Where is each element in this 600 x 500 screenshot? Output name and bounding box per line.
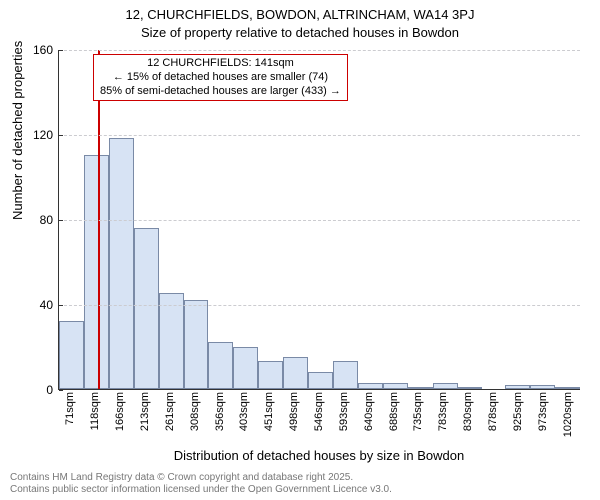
histogram-bar (505, 385, 530, 389)
x-labels: 71sqm 118sqm 166sqm 213sqm 261sqm 308sqm 356sq… (58, 392, 580, 452)
x-tick-label: 925sqm (512, 392, 524, 431)
histogram-bar (84, 155, 109, 389)
page-subtitle: Size of property relative to detached ho… (0, 24, 600, 42)
histogram-bar (233, 347, 258, 390)
x-tick-label: 973sqm (537, 392, 549, 431)
x-axis-label: Distribution of detached houses by size … (58, 448, 580, 463)
y-tick: 40 (40, 298, 59, 312)
page-address: 12, CHURCHFIELDS, BOWDON, ALTRINCHAM, WA… (0, 6, 600, 24)
annotation-line-3: 85% of semi-detached houses are larger (… (100, 85, 341, 99)
x-tick-label: 166sqm (114, 392, 126, 431)
histogram-bar (134, 228, 159, 390)
histogram-bar (159, 293, 184, 389)
grid-line (59, 50, 580, 51)
x-tick-label: 640sqm (363, 392, 375, 431)
title-block: 12, CHURCHFIELDS, BOWDON, ALTRINCHAM, WA… (0, 0, 600, 41)
x-tick-label: 403sqm (238, 392, 250, 431)
histogram-bar (308, 372, 333, 389)
histogram-bar (408, 387, 433, 389)
footer-line-1: Contains HM Land Registry data © Crown c… (10, 472, 392, 484)
x-tick-label: 593sqm (338, 392, 350, 431)
x-tick-label: 546sqm (313, 392, 325, 431)
histogram-bar (258, 361, 283, 389)
x-tick-label: 878sqm (487, 392, 499, 431)
y-tick: 80 (40, 213, 59, 227)
histogram-bar (358, 383, 383, 389)
y-axis-label: Number of detached properties (10, 41, 25, 220)
x-tick-label: 308sqm (189, 392, 201, 431)
histogram-bar (458, 387, 483, 389)
x-tick-label: 830sqm (462, 392, 474, 431)
x-tick-label: 451sqm (263, 392, 275, 431)
histogram-bar (555, 387, 580, 389)
histogram-bar (109, 138, 134, 389)
x-tick-label: 71sqm (64, 392, 76, 425)
histogram-bar (59, 321, 84, 389)
histogram-bar (333, 361, 358, 389)
histogram-bar (283, 357, 308, 389)
histogram-bar (383, 383, 408, 389)
footer-attribution: Contains HM Land Registry data © Crown c… (10, 472, 392, 496)
grid-line (59, 220, 580, 221)
histogram-bar (530, 385, 555, 389)
histogram-chart: 12 CHURCHFIELDS: 141sqm ← 15% of detache… (58, 50, 580, 390)
x-tick-label: 356sqm (214, 392, 226, 431)
histogram-bar (433, 383, 458, 389)
x-tick-label: 118sqm (89, 392, 101, 430)
histogram-bar (208, 342, 233, 389)
x-tick-label: 498sqm (288, 392, 300, 431)
grid-line (59, 305, 580, 306)
x-tick-label: 1020sqm (562, 392, 574, 437)
annotation-line-1: 12 CHURCHFIELDS: 141sqm (100, 57, 341, 71)
footer-line-2: Contains public sector information licen… (10, 484, 392, 496)
histogram-bar (184, 300, 209, 389)
annotation-box: 12 CHURCHFIELDS: 141sqm ← 15% of detache… (93, 54, 348, 101)
grid-line (59, 135, 580, 136)
x-tick-label: 688sqm (388, 392, 400, 431)
x-tick-label: 261sqm (164, 392, 176, 431)
x-tick-label: 783sqm (437, 392, 449, 431)
annotation-line-2: ← 15% of detached houses are smaller (74… (100, 71, 341, 85)
y-tick: 120 (33, 128, 59, 142)
y-tick: 160 (33, 43, 59, 57)
x-tick-label: 213sqm (139, 392, 151, 431)
x-tick-label: 735sqm (412, 392, 424, 431)
